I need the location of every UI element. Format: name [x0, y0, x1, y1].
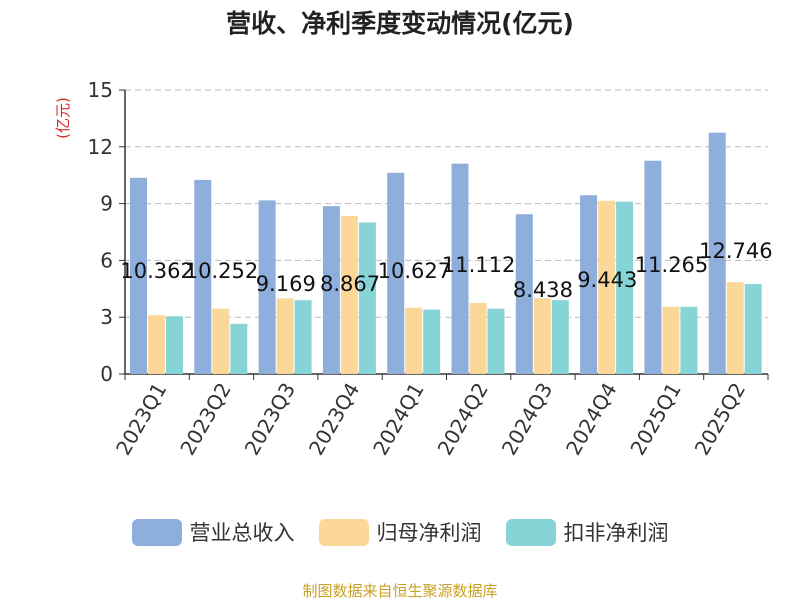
bar [680, 306, 698, 374]
bar [533, 298, 551, 374]
bar [387, 172, 405, 374]
x-tick-label: 2024Q2 [433, 379, 493, 460]
x-tick-label: 2025Q1 [625, 379, 685, 460]
bar [276, 298, 294, 374]
data-label: 12.746 [699, 239, 772, 263]
bar [744, 284, 762, 374]
bar [258, 200, 276, 374]
bar [662, 306, 680, 374]
bar [580, 195, 598, 374]
bar [726, 282, 744, 374]
data-label: 8.438 [513, 278, 573, 302]
data-label: 11.112 [442, 253, 515, 277]
x-tick-label: 2023Q3 [240, 379, 300, 460]
bar [340, 215, 358, 374]
legend-item-revenue[interactable]: 营业总收入 [131, 517, 295, 547]
bar [322, 206, 340, 374]
x-tick-label: 2023Q1 [111, 379, 171, 460]
x-tick-label: 2025Q2 [690, 379, 750, 460]
data-label: 9.169 [256, 272, 316, 296]
data-label: 10.627 [378, 259, 451, 283]
bar [708, 132, 726, 374]
bar [405, 307, 423, 374]
x-tick-label: 2024Q4 [561, 379, 621, 460]
data-label: 8.867 [320, 272, 380, 296]
bar [194, 179, 212, 374]
bar [212, 308, 230, 374]
data-label: 10.252 [185, 259, 258, 283]
legend-label-revenue: 营业总收入 [189, 521, 295, 545]
y-tick-label: 15 [88, 78, 113, 102]
legend-label-net-profit: 归母净利润 [376, 521, 482, 545]
bar [166, 316, 183, 374]
bar [515, 214, 533, 374]
bar [598, 200, 616, 374]
y-tick-label: 12 [88, 135, 113, 159]
source-footer: 制图数据来自恒生聚源数据库 [302, 582, 498, 600]
x-tick-label: 2023Q4 [304, 379, 364, 460]
bar [130, 177, 147, 374]
x-tick-label: 2024Q1 [368, 379, 428, 460]
bar [487, 308, 505, 374]
bar [294, 300, 312, 374]
bar [616, 201, 634, 374]
y-tick-label: 0 [100, 362, 113, 386]
legend-item-deducted-profit[interactable]: 扣非净利润 [505, 517, 669, 547]
bar [358, 222, 376, 374]
legend-label-deducted-profit: 扣非净利润 [563, 521, 669, 545]
legend-swatch-net-profit [318, 518, 369, 546]
bar [148, 315, 165, 374]
bar [451, 163, 469, 374]
legend: 营业总收入 归母净利润 扣非净利润 [0, 517, 800, 547]
legend-item-net-profit[interactable]: 归母净利润 [318, 517, 482, 547]
legend-swatch-deducted-profit [505, 518, 556, 546]
data-label: 10.362 [120, 259, 193, 283]
bar [469, 303, 487, 374]
bar [551, 300, 569, 374]
bar [230, 323, 248, 374]
data-label: 11.265 [635, 253, 708, 277]
x-tick-label: 2023Q2 [175, 379, 235, 460]
data-label: 9.443 [577, 268, 637, 292]
legend-swatch-revenue [131, 518, 182, 546]
bar [644, 160, 662, 374]
bar [423, 309, 441, 374]
x-tick-label: 2024Q3 [497, 379, 557, 460]
y-tick-label: 9 [100, 192, 113, 216]
y-tick-label: 6 [100, 248, 113, 272]
chart-title: 营收、净利季度变动情况(亿元) [226, 9, 574, 38]
y-tick-label: 3 [100, 305, 113, 329]
y-axis-label: (亿元) [54, 97, 72, 139]
